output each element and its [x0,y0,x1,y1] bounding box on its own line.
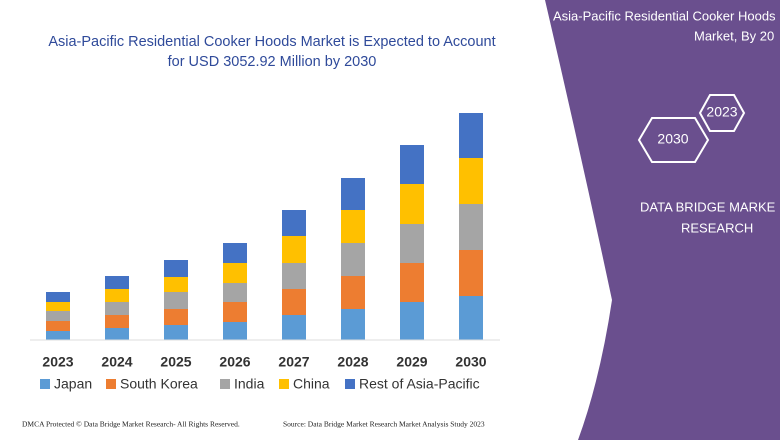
bar-segment [341,309,365,340]
x-tick-label: 2030 [455,354,486,370]
panel-title: Asia-Pacific Residential Cooker Hoods [553,8,776,23]
legend-label: Japan [54,376,92,392]
legend-swatch [40,379,50,389]
legend-swatch [345,379,355,389]
chart-title: Asia-Pacific Residential Cooker Hoods Ma… [48,34,495,50]
bar-segment [105,315,129,328]
bar-segment [46,321,70,331]
bar-segment [164,292,188,309]
bar-segment [223,302,247,322]
bar-segment [164,260,188,277]
bar-segment [282,263,306,289]
legend-label: China [293,376,330,392]
bar-segment [400,263,424,302]
bar-segment [105,328,129,340]
bar-segment [282,236,306,263]
bar-segment [400,145,424,184]
bar-segment [105,276,129,289]
bar-segment [459,158,483,204]
bar-segment [282,315,306,340]
x-tick-label: 2028 [337,354,368,370]
bar-segment [164,325,188,340]
bar-segment [400,224,424,263]
legend-swatch [106,379,116,389]
bar-segment [46,311,70,321]
legend-label: India [234,376,265,392]
bar-segment [459,113,483,158]
legend-swatch [279,379,289,389]
bar-segment [341,243,365,276]
x-tick-label: 2027 [278,354,309,370]
bar-segment [46,302,70,311]
bar-segment [341,178,365,210]
legend-label: South Korea [120,376,198,392]
bar-segment [400,302,424,340]
bar-segment [46,292,70,302]
x-tick-label: 2024 [101,354,132,370]
bar-segment [400,184,424,224]
bar-segment [105,302,129,315]
hexagon-label: 2023 [706,104,737,120]
bar-segment [164,309,188,325]
bar-segment [459,296,483,340]
bar-segment [105,289,129,302]
hexagon [698,94,746,132]
bar-segment [282,210,306,236]
bar-segment [223,243,247,263]
bar-segment [459,250,483,296]
chart-title: for USD 3052.92 Million by 2030 [168,54,377,70]
x-tick-label: 2025 [160,354,191,370]
side-panel [545,0,780,440]
bar-segment [164,277,188,292]
legend-swatch [220,379,230,389]
footer-left: DMCA Protected © Data Bridge Market Rese… [22,420,240,429]
bar-segment [341,210,365,243]
x-tick-label: 2026 [219,354,250,370]
bar-segment [459,204,483,250]
bar-segment [223,283,247,302]
bar-segment [223,322,247,340]
bar-segment [223,263,247,283]
bar-segment [282,289,306,315]
x-tick-label: 2029 [396,354,427,370]
hexagon [637,117,710,163]
hexagon-label: 2030 [657,131,688,147]
footer-right: Source: Data Bridge Market Research Mark… [283,420,485,429]
bar-segment [46,331,70,340]
legend-label: Rest of Asia-Pacific [359,376,480,392]
panel-title: Market, By 20 [694,28,774,43]
x-tick-label: 2023 [42,354,73,370]
brand: DATA BRIDGE MARKE [640,199,776,214]
bar-segment [341,276,365,309]
brand: RESEARCH [681,220,753,235]
